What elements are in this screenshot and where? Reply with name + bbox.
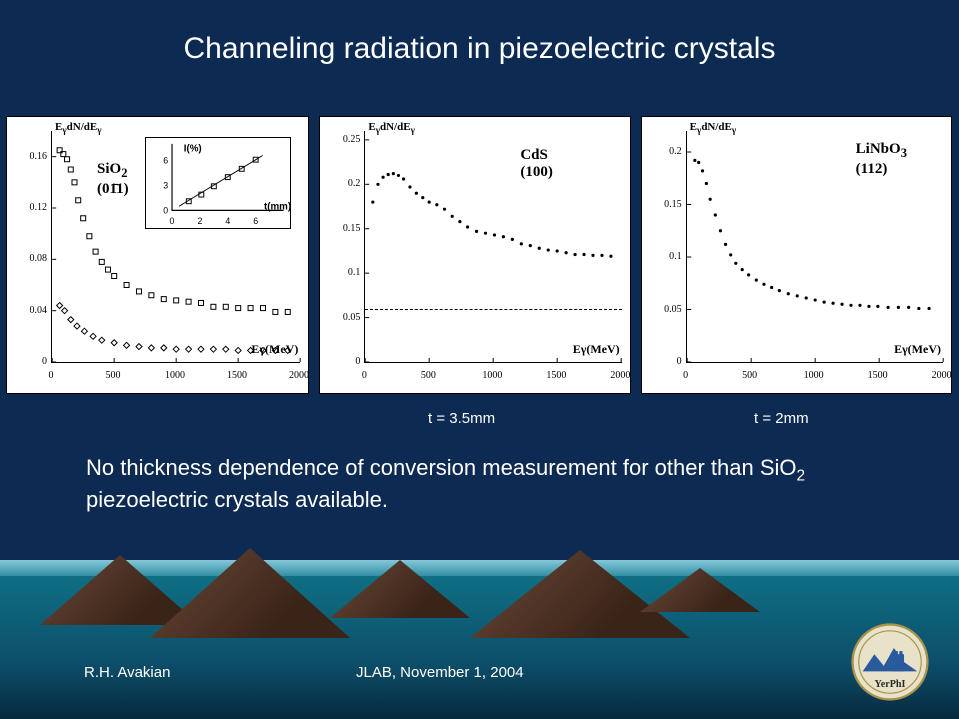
- body-text: No thickness dependence of conversion me…: [86, 454, 886, 515]
- horizon-sky: [0, 560, 959, 576]
- svg-text:4: 4: [225, 216, 230, 226]
- inset-svg: 0 2 4 6 0 3 6 I(%) t(mm): [146, 138, 290, 228]
- yerphi-logo-icon: YerPhI: [851, 623, 929, 701]
- charts-row: EγdN/dEγ SiO2(01̄1) Eγ(MeV) 0246036I(%)t…: [6, 116, 952, 394]
- chart-caption-cds: t = 3.5mm: [428, 410, 495, 427]
- body-text-1: No thickness dependence of conversion me…: [86, 455, 797, 480]
- inset-plot: 0 2 4 6 0 3 6 I(%) t(mm): [145, 137, 291, 229]
- scatter-plot: [687, 131, 943, 362]
- svg-text:t(mm): t(mm): [264, 201, 290, 212]
- logo-text: YerPhI: [875, 679, 906, 690]
- footer-venue: JLAB, November 1, 2004: [356, 664, 524, 681]
- svg-text:0: 0: [163, 205, 168, 215]
- body-text-sub: 2: [797, 467, 806, 484]
- slide-title: Channeling radiation in piezoelectric cr…: [0, 32, 959, 66]
- chart-panel-linbo3: EγdN/dEγ LiNbO3(112) Eγ(MeV) 00.050.10.1…: [641, 116, 952, 394]
- footer-author: R.H. Avakian: [84, 664, 170, 681]
- chart-panel-sio2: EγdN/dEγ SiO2(01̄1) Eγ(MeV) 0246036I(%)t…: [6, 116, 309, 394]
- plot-area: [364, 131, 621, 363]
- scatter-plot: [365, 131, 621, 362]
- svg-text:3: 3: [163, 180, 168, 190]
- chart-panel-cds: EγdN/dEγ CdS(100) Eγ(MeV) 00.050.10.150.…: [319, 116, 630, 394]
- chart-caption-linbo3: t = 2mm: [754, 410, 809, 427]
- svg-text:6: 6: [163, 155, 168, 165]
- plot-area: [686, 131, 943, 363]
- svg-text:I(%): I(%): [184, 144, 202, 155]
- svg-text:2: 2: [197, 216, 202, 226]
- svg-text:6: 6: [253, 216, 258, 226]
- svg-text:0: 0: [170, 216, 175, 226]
- body-text-2: piezoelectric crystals available.: [86, 487, 388, 512]
